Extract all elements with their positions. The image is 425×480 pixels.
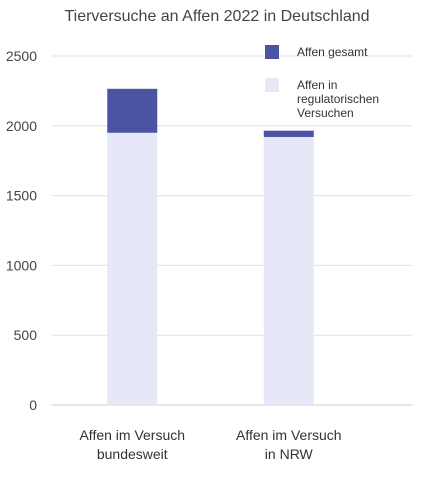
chart-title: Tierversuche an Affen 2022 in Deutschlan…	[64, 8, 369, 25]
x-axis-labels: Affen im Versuch bundesweit Affen im Versu…	[79, 427, 341, 462]
legend: Affen gesamt Affen inregulatorischenVersu…	[265, 45, 379, 120]
legend-label: Affen gesamt	[297, 45, 368, 59]
y-tick-label: 2000	[6, 118, 37, 134]
bar-segment	[107, 132, 158, 405]
legend-label: Affen in	[297, 78, 337, 92]
y-tick-label: 1000	[6, 257, 37, 273]
x-tick-label: in NRW	[265, 446, 314, 462]
bar-segment	[107, 88, 158, 133]
x-tick-label: Affen im Versuch	[236, 427, 342, 443]
x-tick-label: bundesweit	[97, 446, 168, 462]
y-tick-label: 0	[29, 397, 37, 413]
bars	[107, 88, 314, 405]
y-tick-label: 1500	[6, 188, 37, 204]
legend-swatch	[265, 45, 279, 59]
y-tick-label: 2500	[6, 48, 37, 64]
legend-label: regulatorischen	[297, 92, 379, 106]
x-tick-label: Affen im Versuch	[79, 427, 185, 443]
legend-label: Versuchen	[297, 106, 354, 120]
bar-segment	[263, 136, 314, 405]
y-tick-label: 500	[14, 327, 38, 343]
legend-swatch	[265, 78, 279, 92]
bar-segment	[263, 130, 314, 137]
